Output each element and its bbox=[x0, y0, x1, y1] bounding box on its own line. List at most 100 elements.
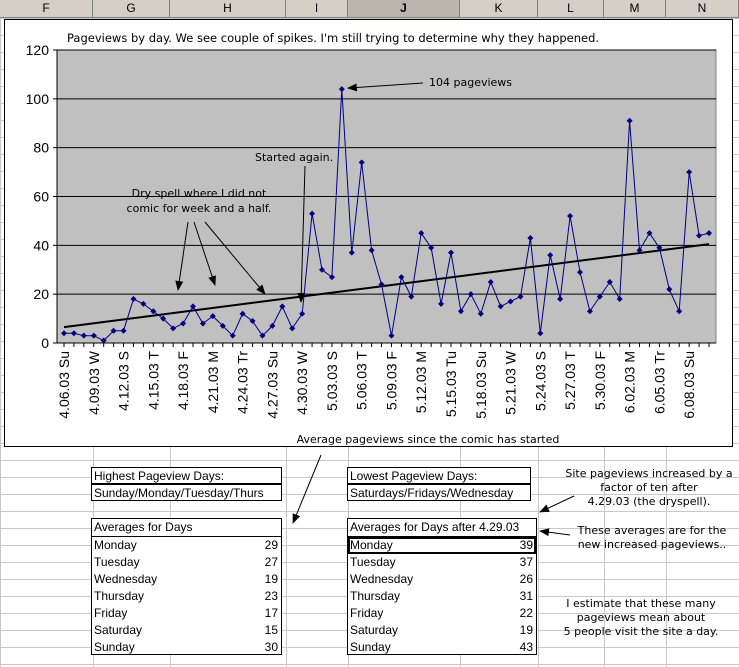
highest-days-title[interactable]: Highest Pageview Days: bbox=[91, 467, 282, 484]
data-point bbox=[100, 337, 107, 344]
x-tick-label: 4.24.03 Tr bbox=[235, 351, 251, 414]
data-point bbox=[160, 315, 167, 322]
data-point bbox=[606, 278, 613, 285]
day-average-value: 22 bbox=[519, 606, 533, 620]
data-point bbox=[180, 320, 187, 327]
x-tick-label: 4.30.03 W bbox=[294, 350, 310, 415]
pageviews-chart: 0 20 40 60 80 100 120 4.06.03 Su 4.09.03 W 4.12.0… bbox=[26, 31, 717, 446]
average-caption: Average pageviews since the comic has st… bbox=[297, 433, 560, 446]
column-header-k[interactable]: K bbox=[460, 0, 538, 17]
table-row[interactable]: Thursday 23 bbox=[92, 588, 281, 605]
data-point bbox=[517, 293, 524, 300]
lowest-days-value[interactable]: Saturdays/Fridays/Wednesday bbox=[347, 484, 531, 501]
table-row[interactable]: Friday 22 bbox=[348, 605, 536, 622]
x-tick-label: 5.21.03 W bbox=[503, 350, 519, 415]
note-line: These averages are for the bbox=[577, 524, 727, 537]
data-point bbox=[239, 310, 246, 317]
y-tick-label: 60 bbox=[33, 189, 49, 205]
trendline bbox=[63, 243, 710, 329]
x-tick-label: 6.05.03 Tr bbox=[651, 351, 667, 414]
chart-title: Pageviews by day. We see couple of spike… bbox=[67, 31, 599, 45]
averages-table: Averages for Days Monday 29 Tuesday 27 Wedne… bbox=[91, 518, 282, 655]
column-header-l[interactable]: L bbox=[538, 0, 604, 17]
data-point bbox=[299, 310, 306, 317]
data-point bbox=[586, 308, 593, 315]
x-tick-label: 4.12.03 S bbox=[116, 351, 132, 411]
started-again-arrow bbox=[297, 165, 306, 303]
note-line: 4.29.03 (the dryspell). bbox=[587, 495, 711, 508]
note-line: 5 people visit the site a day. bbox=[563, 625, 719, 638]
day-label: Tuesday bbox=[94, 555, 140, 569]
x-tick-label: 4.27.03 Su bbox=[264, 351, 280, 419]
x-tick-label: 5.06.03 T bbox=[354, 351, 370, 410]
x-tick-label: 4.21.03 M bbox=[205, 351, 221, 413]
column-header-j[interactable]: J bbox=[348, 0, 460, 17]
column-header-f[interactable]: F bbox=[0, 0, 93, 17]
data-point bbox=[378, 281, 385, 288]
column-header-g[interactable]: G bbox=[93, 0, 170, 17]
x-tick-label: 5.15.03 Tu bbox=[443, 351, 459, 417]
data-point bbox=[388, 332, 395, 339]
day-label: Wednesday bbox=[350, 572, 414, 586]
day-label: Friday bbox=[94, 606, 128, 620]
table-row[interactable]: Saturday 19 bbox=[348, 622, 536, 639]
lowest-days-title[interactable]: Lowest Pageview Days: bbox=[347, 467, 531, 484]
column-header-bar: F G H I J K L M N bbox=[0, 0, 739, 18]
day-average-value: 29 bbox=[264, 538, 278, 552]
data-point bbox=[348, 249, 355, 256]
data-point bbox=[61, 330, 67, 337]
column-header-m[interactable]: M bbox=[604, 0, 666, 17]
data-point bbox=[656, 244, 663, 251]
table-row[interactable]: Saturday 15 bbox=[92, 622, 281, 639]
column-header-h[interactable]: H bbox=[170, 0, 286, 17]
day-label: Monday bbox=[94, 538, 137, 552]
chart-object[interactable]: 0 20 40 60 80 100 120 4.06.03 Su 4.09.03 W 4.12.0… bbox=[4, 19, 733, 447]
table-row[interactable]: Tuesday 37 bbox=[348, 554, 536, 571]
x-tick-label: 4.09.03 W bbox=[86, 350, 102, 415]
day-average-value: 19 bbox=[264, 572, 278, 586]
x-tick-label: 5.03.03 S bbox=[324, 351, 340, 411]
averages-table-title[interactable]: Averages for Days bbox=[92, 519, 281, 537]
table-row[interactable]: Sunday 30 bbox=[92, 639, 281, 656]
data-point bbox=[170, 325, 177, 332]
estimate-note[interactable]: I estimate that these many pageviews mea… bbox=[548, 597, 734, 639]
column-header-i[interactable]: I bbox=[286, 0, 348, 17]
y-tick-label: 20 bbox=[33, 286, 49, 302]
data-point bbox=[567, 213, 574, 220]
table-row[interactable]: Monday 29 bbox=[92, 537, 281, 554]
day-average-value: 15 bbox=[264, 623, 278, 637]
data-point bbox=[438, 300, 445, 307]
table-row[interactable]: Sunday 43 bbox=[348, 639, 536, 656]
data-point bbox=[289, 325, 296, 332]
data-point bbox=[328, 274, 335, 281]
day-label: Thursday bbox=[94, 589, 145, 603]
data-point bbox=[507, 298, 514, 305]
day-label: Monday bbox=[350, 538, 393, 552]
data-point bbox=[596, 293, 603, 300]
table-row[interactable]: Thursday 31 bbox=[348, 588, 536, 605]
increase-note[interactable]: Site pageviews increased by a factor of … bbox=[560, 467, 738, 509]
y-tick-label: 0 bbox=[41, 335, 49, 351]
table-row[interactable]: Wednesday 26 bbox=[348, 571, 536, 588]
table-row[interactable]: Friday 17 bbox=[92, 605, 281, 622]
day-label: Thursday bbox=[350, 589, 401, 603]
data-point bbox=[110, 327, 117, 334]
table-row[interactable]: Wednesday 19 bbox=[92, 571, 281, 588]
data-point bbox=[408, 293, 415, 300]
table-row[interactable]: Tuesday 27 bbox=[92, 554, 281, 571]
data-point bbox=[120, 327, 127, 334]
increase-note-arrow bbox=[539, 495, 575, 513]
data-point bbox=[309, 210, 316, 217]
note-line: Site pageviews increased by a bbox=[565, 467, 733, 480]
x-tick-label: 6.08.03 Su bbox=[681, 351, 697, 419]
note-line: pageviews mean about bbox=[576, 611, 706, 624]
data-point bbox=[636, 247, 643, 254]
highest-days-value[interactable]: Sunday/Monday/Tuesday/Thurs bbox=[91, 484, 282, 501]
averages-note[interactable]: These averages are for the new increased… bbox=[566, 524, 738, 552]
day-label: Wednesday bbox=[94, 572, 158, 586]
data-point bbox=[150, 308, 157, 315]
dry-spell-arrow bbox=[204, 221, 266, 295]
data-point bbox=[706, 230, 712, 237]
table-row[interactable]: Monday 39 bbox=[348, 537, 536, 554]
averages-after-table-title[interactable]: Averages for Days after 4.29.03 bbox=[348, 519, 536, 537]
